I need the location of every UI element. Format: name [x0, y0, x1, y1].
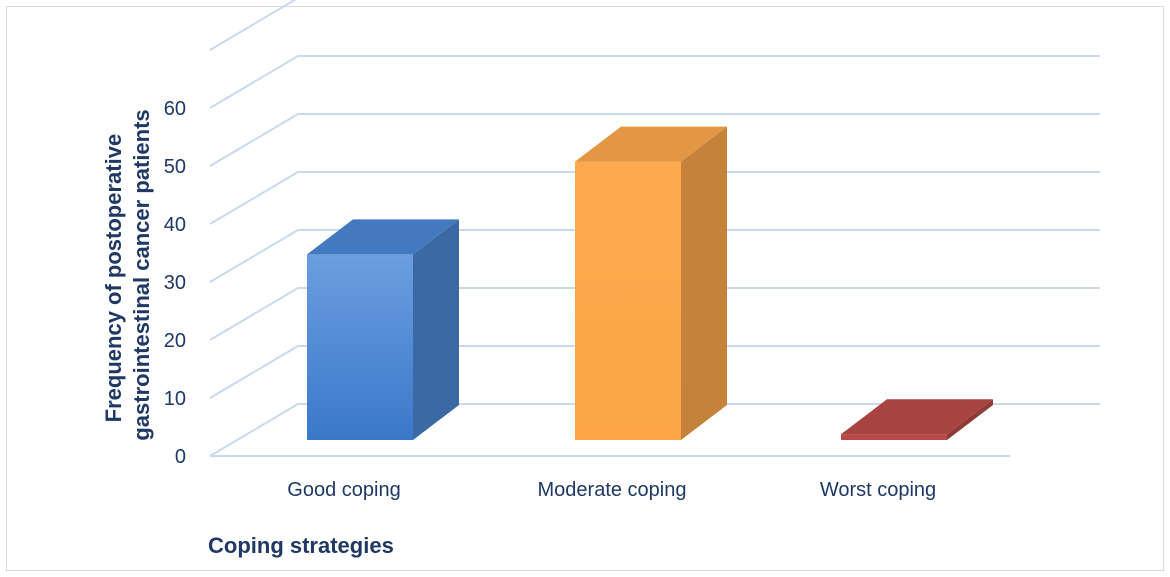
bar-side-face	[947, 399, 993, 440]
gridline-wall	[209, 113, 299, 167]
bar-top-face	[841, 399, 993, 435]
bar-top-face	[307, 219, 459, 255]
bar-side-face	[681, 126, 727, 440]
bar-good-coping	[307, 219, 459, 440]
gridline-wall	[209, 0, 297, 51]
y-tick-label: 60	[164, 98, 186, 120]
y-tick-label: 0	[175, 446, 186, 468]
bar-front-face	[307, 254, 413, 440]
gridline-wall	[209, 345, 299, 399]
bar-side-face	[413, 219, 459, 440]
y-tick-label: 10	[164, 388, 186, 410]
x-tick-label: Worst coping	[820, 479, 936, 501]
bar-worst-coping	[841, 399, 993, 440]
gridline-wall	[209, 287, 299, 341]
y-tick-label: 50	[164, 156, 186, 178]
bar-moderate-coping	[575, 126, 727, 440]
gridline-wall	[209, 171, 299, 225]
y-tick-label: 20	[164, 330, 186, 352]
bar-front-face	[841, 434, 947, 440]
gridline-wall	[209, 403, 299, 457]
gridline-wall	[209, 55, 299, 109]
x-axis-title: Coping strategies	[208, 533, 394, 558]
gridline-wall	[209, 229, 299, 283]
x-tick-label: Good coping	[287, 479, 400, 501]
x-tick-label: Moderate coping	[538, 479, 687, 501]
y-axis-title: Frequency of postoperative gastrointesti…	[101, 109, 154, 440]
y-tick-label: 30	[164, 272, 186, 294]
bar-front-face	[575, 161, 681, 440]
y-tick-label: 40	[164, 214, 186, 236]
bar-top-face	[575, 126, 727, 162]
